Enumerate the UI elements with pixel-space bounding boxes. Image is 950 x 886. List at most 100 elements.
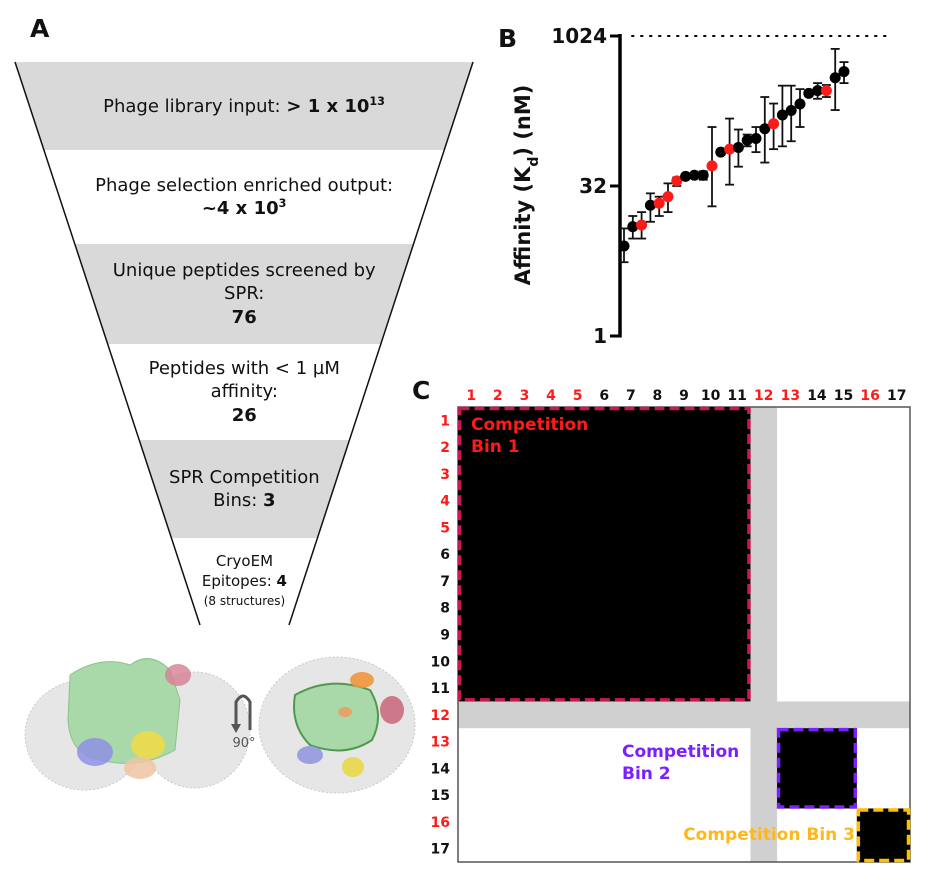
- funnel-stage-3: Unique peptides screened by SPR: 76: [101, 259, 387, 329]
- epitope-yellow: [131, 731, 165, 759]
- stage-value: 26: [231, 404, 257, 426]
- row-label-9: 9: [440, 628, 450, 644]
- structure-core-top: [293, 682, 379, 752]
- bin-2-label-line1: Competition: [622, 742, 739, 762]
- data-point-24: [820, 84, 832, 98]
- stage-label: SPR Competition Bins:: [169, 466, 320, 511]
- data-points: [618, 48, 850, 264]
- y-label-subscript: d: [526, 157, 542, 167]
- bin-1-outline: [457, 406, 751, 702]
- row-label-17: 17: [431, 842, 450, 858]
- y-axis: [618, 34, 890, 338]
- cryoem-structures: 90°: [24, 656, 416, 794]
- column-label-12: 12: [754, 388, 773, 404]
- point-marker: [812, 85, 824, 97]
- point-marker: [636, 219, 648, 231]
- funnel-stage-6: CryoEM Epitopes: 4 (8 structures): [196, 552, 294, 611]
- row-label-6: 6: [440, 547, 450, 563]
- point-marker: [644, 199, 656, 211]
- point-marker: [724, 143, 736, 155]
- stage-value-exponent: 13: [369, 94, 385, 108]
- panel-label-c: C: [412, 376, 431, 405]
- data-point-19: [776, 84, 788, 148]
- data-point-15: [741, 133, 753, 148]
- row-label-12: 12: [431, 708, 450, 724]
- data-point-14: [732, 128, 744, 168]
- stage-value: 3: [263, 489, 276, 511]
- stage-label: Phage library input:: [103, 95, 287, 117]
- data-point-25: [829, 48, 841, 111]
- data-point-26: [838, 61, 850, 84]
- funnel-stage-band: [139, 440, 350, 538]
- point-marker: [697, 169, 709, 181]
- epitope-pink: [165, 664, 191, 686]
- epitope-yellow-top: [342, 757, 364, 777]
- column-label-3: 3: [520, 388, 530, 404]
- point-marker: [662, 191, 674, 203]
- bin-1-label-line2: Bin 1: [471, 437, 520, 457]
- stage-value-exponent: 3: [278, 196, 287, 210]
- data-point-7: [671, 175, 683, 187]
- data-point-23: [812, 82, 824, 100]
- stage-value: 76: [231, 306, 257, 328]
- data-point-1: [618, 227, 630, 264]
- data-point-20: [785, 84, 797, 143]
- column-label-11: 11: [727, 388, 746, 404]
- data-point-10: [697, 169, 709, 181]
- row-label-8: 8: [440, 601, 450, 617]
- y-ticks: 1 32 1024: [551, 24, 620, 348]
- row-label-3: 3: [440, 467, 450, 483]
- point-marker: [759, 123, 771, 135]
- data-point-11: [706, 126, 718, 208]
- funnel-right-edge: [288, 61, 474, 626]
- point-marker: [653, 197, 665, 209]
- column-label-13: 13: [781, 388, 800, 404]
- funnel-stage-2: Phage selection enriched output: ~4 x 103: [79, 174, 409, 221]
- point-marker: [803, 87, 815, 99]
- row-label-14: 14: [431, 761, 451, 777]
- point-marker: [820, 85, 832, 97]
- data-point-8: [680, 170, 692, 182]
- point-marker: [768, 118, 780, 130]
- column-label-15: 15: [834, 388, 853, 404]
- column-label-9: 9: [679, 388, 689, 404]
- y-tick-label: 1: [593, 324, 607, 348]
- data-point-16: [750, 126, 762, 154]
- epitope-pink-top: [380, 696, 404, 724]
- bin-2-outline: [776, 727, 858, 809]
- column-label-4: 4: [546, 388, 556, 404]
- point-marker: [671, 175, 683, 187]
- row-label-1: 1: [440, 413, 450, 429]
- y-label-unit: ) (nM): [511, 85, 535, 157]
- data-point-22: [803, 87, 815, 99]
- bin-3-block: [856, 808, 910, 862]
- affinity-chart: 1 32 1024 Affinity (Kd) (nM): [511, 24, 890, 348]
- point-marker: [688, 169, 700, 181]
- point-marker: [715, 146, 727, 158]
- row-label-11: 11: [431, 681, 450, 697]
- panel-label-a: A: [30, 14, 50, 43]
- stage-label: Phage selection enriched output:: [95, 174, 394, 196]
- column-label-1: 1: [466, 388, 476, 404]
- funnel-stage-1: Phage library input: > 1 x 1013: [79, 95, 409, 118]
- bin-3-label-line1: Competition Bin 3: [683, 825, 855, 845]
- bin-1-label-line1: Competition: [471, 415, 588, 435]
- stage-value: ~4 x 103: [201, 196, 287, 219]
- column-label-10: 10: [701, 388, 721, 404]
- stage-label: Peptides with < 1 µM affinity:: [148, 358, 340, 403]
- stage-label: CryoEM Epitopes:: [201, 552, 277, 590]
- point-marker: [627, 221, 639, 233]
- data-point-17: [759, 96, 771, 164]
- y-tick-label: 32: [579, 174, 607, 198]
- stage-note: (8 structures): [203, 594, 286, 608]
- panel-label-b: B: [498, 24, 518, 53]
- epitope-peach: [124, 757, 156, 779]
- row-label-7: 7: [440, 574, 450, 590]
- funnel-stage-band: [74, 244, 414, 344]
- point-marker: [706, 160, 718, 172]
- point-marker: [785, 105, 797, 117]
- structure-top-view: [258, 656, 416, 794]
- data-point-4: [644, 192, 656, 223]
- data-point-21: [794, 88, 806, 128]
